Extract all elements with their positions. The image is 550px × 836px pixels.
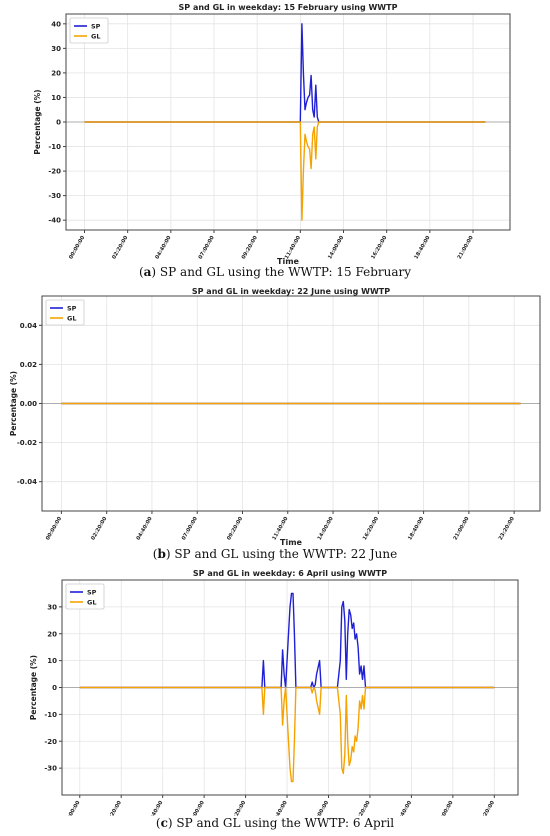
chart-b: SP and GL in weekday: 22 June using WWTP… — [9, 287, 541, 546]
legend-box — [45, 299, 85, 326]
chart-title: SP and GL in weekday: 15 February using … — [179, 3, 398, 12]
y-tick-label: 10 — [51, 94, 61, 102]
x-tick-label: 07:00:00 — [181, 516, 199, 542]
y-tick-label: 0 — [52, 684, 57, 692]
x-tick-label: 07:00:00 — [188, 800, 206, 816]
y-tick-label: -40 — [48, 217, 61, 225]
legend-box — [65, 583, 105, 610]
x-tick-label: 07:00:00 — [198, 235, 216, 261]
x-tick-label: 00:00:00 — [63, 800, 81, 816]
y-tick-label: -20 — [48, 168, 61, 176]
figure-panel-a: SP and GL in weekday: 15 February using … — [0, 0, 550, 284]
x-tick-label: 18:40:00 — [407, 516, 425, 542]
x-tick-label: 21:00:00 — [457, 235, 475, 261]
y-tick-label: -30 — [48, 192, 61, 200]
series-line-gl — [84, 121, 486, 221]
caption-letter: a — [143, 265, 152, 279]
x-tick-label: 14:00:00 — [312, 800, 330, 816]
caption-b: (b) SP and GL using the WWTP: 22 June — [152, 547, 398, 561]
legend-label-sp: SP — [87, 589, 97, 597]
x-tick-label: 00:00:00 — [68, 235, 86, 261]
y-tick-label: 20 — [47, 630, 57, 638]
x-tick-label: 04:40:00 — [154, 235, 172, 261]
x-tick-label: 02:20:00 — [111, 235, 129, 261]
y-axis-label: Percentage (%) — [9, 371, 18, 436]
y-tick-label: 0.02 — [20, 361, 37, 369]
y-axis-label: Percentage (%) — [29, 655, 38, 720]
x-tick-label: 09:20:00 — [226, 516, 244, 542]
chart-title: SP and GL in weekday: 6 April using WWTP — [193, 569, 387, 578]
x-tick-label: 21:00:00 — [452, 516, 470, 542]
x-tick-label: 16:20:00 — [370, 235, 388, 261]
legend-label-gl: GL — [87, 599, 96, 607]
x-tick-label: 04:40:00 — [146, 800, 164, 816]
chart-a: SP and GL in weekday: 15 February using … — [33, 3, 511, 264]
y-tick-label: -0.04 — [17, 478, 37, 486]
x-tick-label: 14:00:00 — [317, 516, 335, 542]
caption-text: SP and GL using the WWTP: 15 February — [156, 265, 412, 279]
legend-label-gl: GL — [67, 315, 76, 323]
y-tick-label: 40 — [51, 20, 61, 28]
caption-c: (c) SP and GL using the WWTP: 6 April — [155, 816, 395, 830]
figure-panel-b: SP and GL in weekday: 22 June using WWTP… — [0, 284, 550, 566]
legend-label-sp: SP — [67, 305, 77, 313]
x-tick-label: 04:40:00 — [136, 516, 154, 542]
x-tick-label: 14:00:00 — [327, 235, 345, 261]
y-tick-label: -10 — [48, 143, 61, 151]
legend-box — [69, 17, 109, 44]
chart-title: SP and GL in weekday: 22 June using WWTP — [192, 287, 390, 296]
y-tick-label: -30 — [44, 765, 57, 773]
y-tick-label: 30 — [47, 603, 57, 611]
series-line-gl — [79, 686, 495, 783]
y-tick-label: 20 — [51, 69, 61, 77]
x-tick-label: 11:40:00 — [271, 800, 289, 816]
y-tick-label: 30 — [51, 45, 61, 53]
x-tick-label: 16:20:00 — [362, 516, 380, 542]
legend-label-gl: GL — [91, 33, 100, 41]
y-tick-label: -0.02 — [17, 439, 37, 447]
chart-c: SP and GL in weekday: 6 April using WWTP… — [29, 569, 519, 816]
x-tick-label: 09:20:00 — [241, 235, 259, 261]
x-tick-label: 02:20:00 — [90, 516, 108, 542]
caption-text: SP and GL using the WWTP: 22 June — [170, 547, 398, 561]
y-tick-label: 0 — [56, 119, 61, 127]
figure-panel-c: SP and GL in weekday: 6 April using WWTP… — [0, 566, 550, 836]
caption-letter: c — [160, 816, 168, 830]
x-tick-label: 18:40:00 — [395, 800, 413, 816]
x-axis-label: Time — [280, 538, 303, 546]
caption-text: SP and GL using the WWTP: 6 April — [172, 816, 395, 830]
x-tick-label: 23:20:00 — [498, 516, 516, 542]
series-line-sp — [84, 23, 486, 123]
x-tick-label: 00:00:00 — [45, 516, 63, 542]
y-tick-label: -10 — [44, 711, 57, 719]
legend-label-sp: SP — [91, 23, 101, 31]
x-tick-label: 23:20:00 — [478, 800, 496, 816]
y-tick-label: -20 — [44, 738, 57, 746]
x-tick-label: 21:00:00 — [436, 800, 454, 816]
y-tick-label: 0.04 — [20, 322, 37, 330]
x-axis-label: Time — [277, 257, 300, 264]
x-tick-label: 16:20:00 — [354, 800, 372, 816]
caption-a: (a) SP and GL using the WWTP: 15 Februar… — [138, 265, 412, 279]
y-axis-label: Percentage (%) — [33, 89, 42, 154]
x-tick-label: 02:20:00 — [105, 800, 123, 816]
x-tick-label: 09:20:00 — [229, 800, 247, 816]
x-tick-label: 18:40:00 — [413, 235, 431, 261]
y-tick-label: 0.00 — [20, 400, 37, 408]
y-tick-label: 10 — [47, 657, 57, 665]
caption-letter: b — [157, 547, 166, 561]
